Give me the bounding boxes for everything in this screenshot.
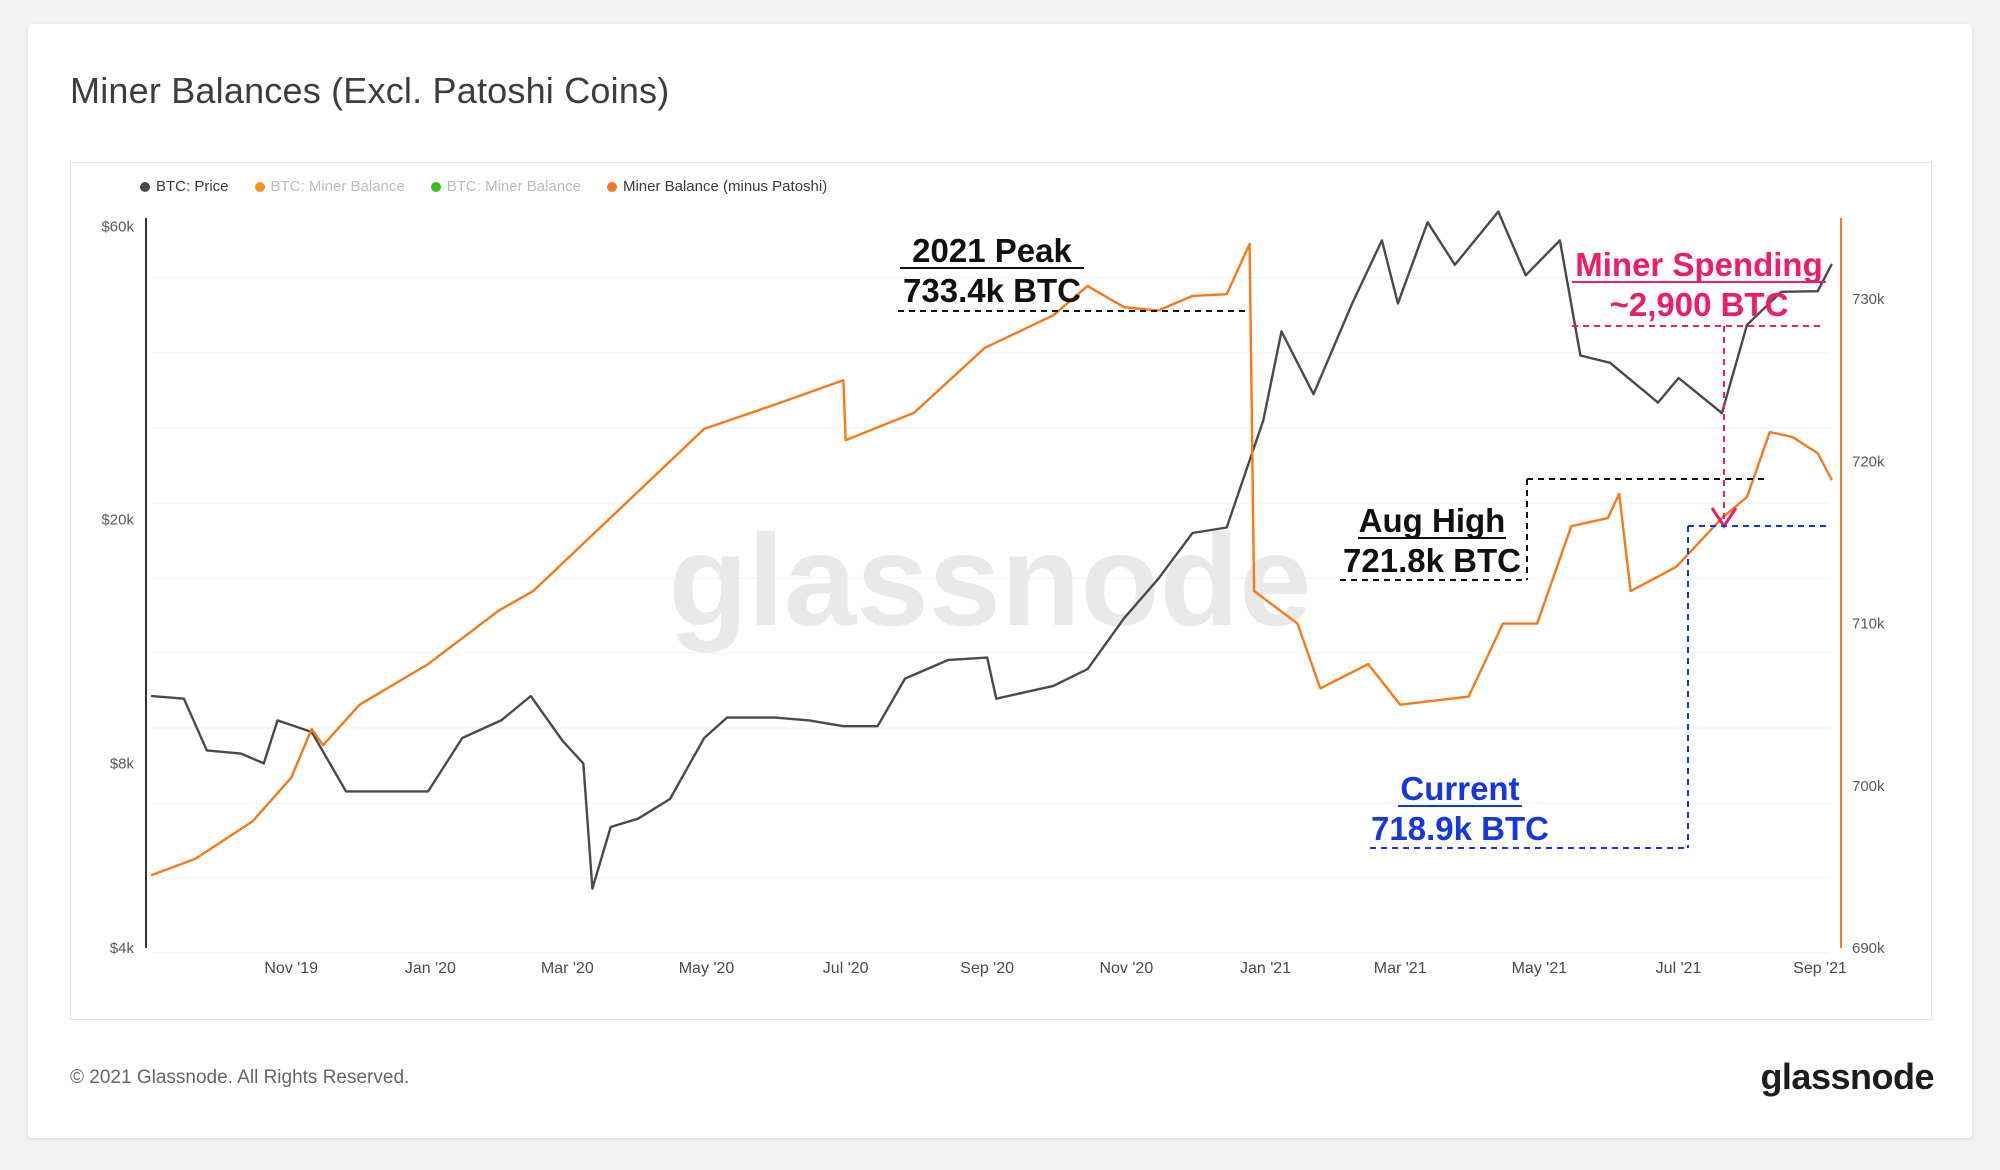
- current-annotation-line1: Current: [1400, 770, 1519, 807]
- spend-annotation-line2: ~2,900 BTC: [1610, 286, 1789, 323]
- y-tick-label: $4k: [110, 940, 135, 957]
- current-annotation-line2: 718.9k BTC: [1371, 810, 1549, 847]
- legend-dot-miner-balance-green: [430, 181, 441, 192]
- chart-frame: [70, 162, 1932, 1020]
- series-lines: [150, 210, 1833, 890]
- legend-dot-price: [140, 181, 150, 192]
- gridlines: [152, 277, 1830, 954]
- x-tick-label: Mar '21: [1374, 960, 1427, 977]
- x-tick-label: Jul '20: [823, 960, 869, 977]
- annotation-guides: [898, 310, 1826, 849]
- spend-annotation-line1: Miner Spending: [1575, 246, 1823, 283]
- y-right-tick-label: 700k: [1852, 778, 1885, 795]
- y-right-tick-label: 730k: [1852, 291, 1885, 308]
- legend-item-miner-balance[interactable]: BTC: Miner Balance: [254, 178, 405, 195]
- x-tick-label: Sep '21: [1793, 960, 1847, 977]
- y-tick-label: $8k: [110, 755, 135, 772]
- btc-price-line[interactable]: [150, 210, 1833, 890]
- x-tick-label: Nov '20: [1099, 960, 1153, 977]
- y-tick-label: $20k: [101, 511, 134, 528]
- legend-item-miner-balance-green[interactable]: BTC: Miner Balance: [430, 178, 581, 195]
- brand-logo: glassnode: [1760, 1056, 1934, 1097]
- legend-label: BTC: Miner Balance: [270, 178, 405, 195]
- legend-label: BTC: Price: [156, 178, 229, 195]
- aug-annotation-line2: 721.8k BTC: [1343, 542, 1521, 579]
- legend-label: Miner Balance (minus Patoshi): [622, 178, 828, 195]
- x-tick-label: Jan '20: [405, 960, 456, 977]
- legend-label: BTC: Miner Balance: [446, 178, 581, 195]
- y-right-axis-labels: 690k 700k 710k 720k 730k: [1852, 291, 1885, 957]
- legend-item-price[interactable]: BTC: Price: [140, 178, 229, 195]
- x-tick-label: May '20: [679, 960, 735, 977]
- y-right-tick-label: 720k: [1852, 453, 1885, 470]
- x-axis-labels: Nov '19 Jan '20 Mar '20 May '20 Jul '20 Sep '…: [264, 960, 1847, 977]
- x-tick-label: Mar '20: [541, 960, 594, 977]
- peak-annotation-line2: 733.4k BTC: [903, 272, 1081, 309]
- aug-annotation-line1: Aug High: [1359, 502, 1506, 539]
- y-right-tick-label: 710k: [1852, 616, 1885, 633]
- peak-annotation-line1: 2021 Peak: [912, 232, 1072, 269]
- y-tick-label: $60k: [101, 219, 134, 236]
- legend-dot-miner-balance: [254, 181, 265, 192]
- copyright-footer: © 2021 Glassnode. All Rights Reserved.: [70, 1067, 410, 1088]
- legend: BTC: Price BTC: Miner Balance BTC: Miner…: [140, 178, 827, 195]
- page-title: Miner Balances (Excl. Patoshi Coins): [70, 70, 670, 111]
- x-tick-label: May '21: [1512, 960, 1568, 977]
- y-right-tick-label: 690k: [1852, 940, 1885, 957]
- x-tick-label: Jul '21: [1656, 960, 1702, 977]
- x-tick-label: Sep '20: [960, 960, 1014, 977]
- legend-item-minus-patoshi[interactable]: Miner Balance (minus Patoshi): [606, 178, 828, 195]
- y-axis-labels: $4k $8k $20k $60k: [101, 219, 134, 957]
- x-tick-label: Nov '19: [264, 960, 318, 977]
- x-tick-label: Jan '21: [1240, 960, 1291, 977]
- legend-dot-minus-patoshi: [606, 181, 617, 192]
- miner-balance-line[interactable]: [150, 242, 1833, 877]
